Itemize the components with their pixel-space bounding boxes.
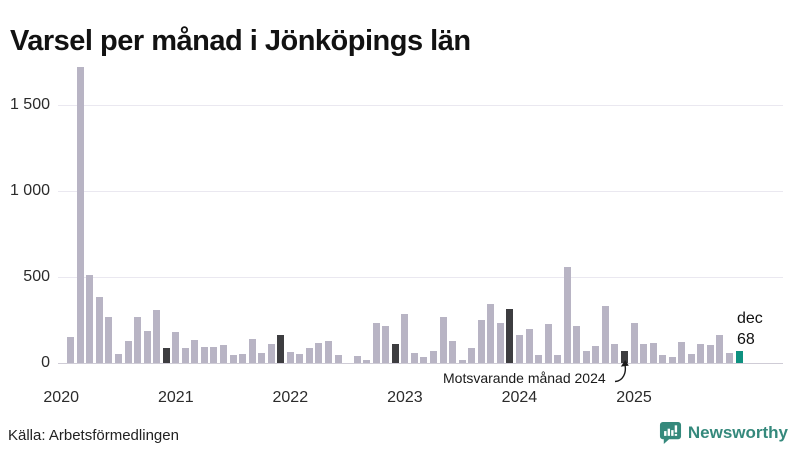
x-axis-year-label: 2022 <box>272 389 309 406</box>
bar-2023-08 <box>468 348 476 363</box>
bar-2021-02 <box>181 348 189 363</box>
bar-2022-05 <box>325 341 332 363</box>
bar-2023-01 <box>401 314 409 363</box>
bar-2025-04 <box>659 355 667 363</box>
bar-2020-07 <box>115 354 122 363</box>
x-axis-year-label: 2023 <box>387 389 423 406</box>
bar-2023-12 <box>506 309 514 363</box>
gridline-1000 <box>58 190 783 192</box>
last-point-month: dec <box>737 310 763 327</box>
bar-2025-10 <box>716 335 724 363</box>
bar-2020-10 <box>143 331 151 363</box>
newsworthy-logo: Newsworthy <box>659 421 788 445</box>
bar-2023-09 <box>477 320 485 363</box>
bar-2023-10 <box>487 304 495 363</box>
bar-2025-03 <box>649 343 657 363</box>
bar-2021-08 <box>239 354 247 363</box>
newsworthy-icon <box>659 421 681 445</box>
bar-2025-01 <box>630 323 638 363</box>
bar-2024-05 <box>554 355 562 363</box>
bar-2021-12 <box>277 335 285 363</box>
y-axis-tick-label: 0 <box>41 354 50 371</box>
bar-2025-09 <box>706 345 714 363</box>
gridline-500 <box>58 276 783 278</box>
annotation: Motsvarande månad 2024 <box>443 360 629 386</box>
annotation-arrow-icon <box>614 360 629 383</box>
bar-2022-08 <box>353 356 361 363</box>
bar-2025-02 <box>640 344 647 363</box>
bar-2024-02 <box>525 329 533 363</box>
bar-2025-11 <box>725 353 733 363</box>
bar-2020-08 <box>124 341 132 363</box>
bar-2023-02 <box>410 353 418 363</box>
newsworthy-wordmark: Newsworthy <box>687 423 788 442</box>
bar-2021-03 <box>191 340 199 363</box>
bar-2025-07 <box>687 354 695 363</box>
bar-2024-07 <box>573 326 581 363</box>
bar-2022-04 <box>315 343 323 363</box>
bar-2022-11 <box>382 326 390 363</box>
bar-2023-11 <box>496 323 504 363</box>
bar-2022-10 <box>372 323 380 363</box>
last-point-value: 68 <box>737 331 755 348</box>
bar-2023-07 <box>458 360 466 363</box>
bar-2020-06 <box>105 317 113 363</box>
bar-2020-02 <box>67 337 75 363</box>
y-axis-tick-label: 1 000 <box>9 181 50 199</box>
bar-2025-12 <box>735 351 743 363</box>
y-axis-tick-label: 500 <box>23 267 50 285</box>
bar-2024-04 <box>544 324 552 363</box>
bar-2021-06 <box>220 345 227 363</box>
gridline-1500 <box>58 104 783 106</box>
x-axis-year-label: 2024 <box>501 389 538 406</box>
bar-2021-11 <box>267 344 275 363</box>
bar-2022-01 <box>286 352 294 363</box>
bar-2020-09 <box>134 317 142 363</box>
bar-2022-03 <box>305 348 313 363</box>
x-axis-year-label: 2025 <box>616 389 652 406</box>
y-axis-tick-label: 1 500 <box>9 95 50 113</box>
bar-2021-04 <box>200 347 208 363</box>
bar-2022-02 <box>296 354 304 363</box>
bar-2021-07 <box>229 355 237 363</box>
bar-2024-10 <box>601 306 609 363</box>
gridline-0 <box>58 363 783 364</box>
bar-2021-09 <box>248 339 256 363</box>
bar-2023-06 <box>449 341 457 363</box>
bar-2024-06 <box>563 267 571 363</box>
bar-2024-03 <box>535 355 542 363</box>
bar-2021-05 <box>210 347 218 363</box>
bar-2020-05 <box>95 297 103 363</box>
bar-2022-09 <box>363 360 371 363</box>
bar-2020-03 <box>76 67 84 363</box>
source-label: Källa: Arbetsförmedlingen <box>8 427 179 444</box>
x-axis-year-label: 2020 <box>43 389 79 406</box>
bar-2023-03 <box>420 357 428 363</box>
annotation-text: Motsvarande månad 2024 <box>443 370 606 386</box>
bar-2024-12 <box>620 351 628 363</box>
bar-2024-01 <box>515 335 523 363</box>
bar-2024-09 <box>592 346 600 363</box>
bar-2022-12 <box>391 344 399 363</box>
bar-2020-11 <box>153 310 161 363</box>
bar-2025-06 <box>678 342 686 363</box>
bar-2021-10 <box>258 353 266 363</box>
x-axis-year-label: 2021 <box>158 389 194 406</box>
bar-2020-12 <box>162 348 170 363</box>
bar-2024-08 <box>582 351 590 363</box>
bar-2025-08 <box>697 344 705 363</box>
last-point-label: dec 68 <box>737 308 763 350</box>
bar-2020-04 <box>86 275 94 363</box>
bar-2023-05 <box>439 317 447 363</box>
chart-title: Varsel per månad i Jönköpings län <box>10 25 471 58</box>
bar-2024-11 <box>611 344 619 363</box>
bar-2021-01 <box>172 332 180 363</box>
bar-2023-04 <box>430 351 437 363</box>
bar-2022-06 <box>334 355 342 363</box>
bar-2025-05 <box>668 357 676 363</box>
